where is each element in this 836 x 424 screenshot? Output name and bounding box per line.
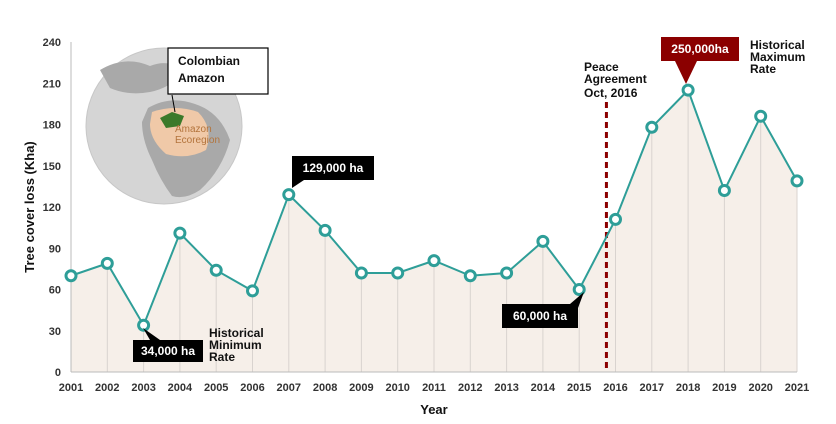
point-2008 xyxy=(318,223,332,237)
y-tick-210: 210 xyxy=(43,78,61,90)
x-tick-2001: 2001 xyxy=(59,382,83,394)
y-tick-180: 180 xyxy=(43,120,61,132)
peace-label-line2: Agreement xyxy=(584,72,647,86)
x-tick-2004: 2004 xyxy=(168,382,193,394)
y-tick-60: 60 xyxy=(49,285,61,297)
point-2007 xyxy=(282,188,296,202)
point-2020 xyxy=(754,109,768,123)
x-tick-2011: 2011 xyxy=(422,382,446,394)
x-tick-2021: 2021 xyxy=(785,382,809,394)
inset-region-line1: Amazon xyxy=(175,124,212,135)
x-tick-2017: 2017 xyxy=(640,382,664,394)
y-tick-150: 150 xyxy=(43,161,61,173)
callout-2007: 129,000 ha xyxy=(303,161,364,175)
point-2013 xyxy=(500,266,514,280)
y-tick-labels: 0 30 60 90 120 150 180 210 240 xyxy=(43,37,61,379)
point-2005 xyxy=(209,263,223,277)
max-note-line2: Maximum xyxy=(750,50,805,64)
x-tick-2006: 2006 xyxy=(240,382,264,394)
point-2010 xyxy=(391,266,405,280)
x-tick-2020: 2020 xyxy=(748,382,772,394)
point-2019 xyxy=(717,184,731,197)
x-tick-2008: 2008 xyxy=(313,382,337,394)
inset-label-line2: Amazon xyxy=(178,71,225,85)
peace-date-label: Oct, 2016 xyxy=(584,86,638,100)
x-tick-2012: 2012 xyxy=(458,382,482,394)
x-tick-2019: 2019 xyxy=(712,382,736,394)
x-tick-2015: 2015 xyxy=(567,382,591,394)
y-tick-120: 120 xyxy=(43,202,61,214)
x-tick-2003: 2003 xyxy=(131,382,155,394)
y-axis-title: Tree cover loss (Kha) xyxy=(22,141,37,273)
point-2017 xyxy=(645,120,659,134)
inset-label-line1: Colombian xyxy=(178,54,240,68)
y-tick-30: 30 xyxy=(49,326,61,338)
point-2009 xyxy=(354,266,368,280)
x-tick-2010: 2010 xyxy=(385,382,409,394)
min-note-line2: Minimum xyxy=(209,338,262,352)
x-tick-2009: 2009 xyxy=(349,382,373,394)
drop-lines xyxy=(70,90,798,372)
x-tick-2016: 2016 xyxy=(603,382,627,394)
y-tick-240: 240 xyxy=(43,37,61,49)
callout-2003: 34,000 ha xyxy=(141,344,195,358)
callout-2018: 250,000ha xyxy=(671,42,729,56)
x-tick-2014: 2014 xyxy=(531,382,556,394)
inset-map: Colombian Amazon Amazon Ecoregion xyxy=(85,47,269,205)
min-note-line3: Rate xyxy=(209,350,235,364)
x-tick-2013: 2013 xyxy=(494,382,518,394)
inset-region-line2: Ecoregion xyxy=(175,135,220,146)
y-tick-90: 90 xyxy=(49,243,61,255)
point-2004 xyxy=(173,226,187,240)
max-note-line1: Historical xyxy=(750,38,805,52)
annotations: 34,000 ha Historical Minimum Rate 129,00… xyxy=(133,37,805,364)
x-tick-2007: 2007 xyxy=(277,382,301,394)
point-2016 xyxy=(609,212,622,226)
point-2011 xyxy=(427,254,441,268)
x-axis-title: Year xyxy=(420,402,447,417)
x-tick-2002: 2002 xyxy=(95,382,119,394)
point-2021 xyxy=(790,174,804,188)
axes xyxy=(70,42,797,373)
point-2006 xyxy=(246,284,259,298)
point-2018 xyxy=(681,83,695,97)
peace-label-line1: Peace xyxy=(584,60,619,74)
series-points xyxy=(64,83,804,332)
point-2001 xyxy=(64,269,78,283)
max-note-line3: Rate xyxy=(750,62,776,76)
point-2015 xyxy=(572,283,586,296)
callout-2015: 60,000 ha xyxy=(513,309,567,323)
point-2003 xyxy=(137,318,151,332)
y-tick-0: 0 xyxy=(55,367,61,379)
x-tick-2018: 2018 xyxy=(676,382,700,394)
point-2012 xyxy=(463,269,477,283)
point-2002 xyxy=(100,256,114,270)
x-tick-2005: 2005 xyxy=(204,382,228,394)
min-note-line1: Historical xyxy=(209,326,264,340)
point-2014 xyxy=(536,234,550,248)
x-tick-labels: 2001 2002 2003 2004 2005 2006 2007 2008 2009 2010… xyxy=(59,382,809,394)
